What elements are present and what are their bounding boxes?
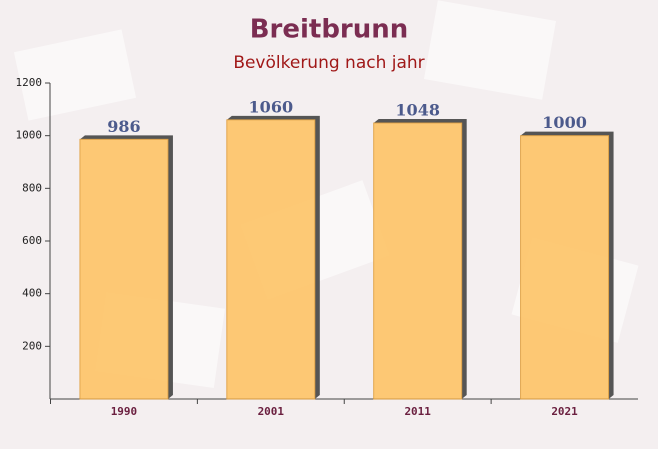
chart-title: Breitbrunn — [250, 15, 409, 45]
x-tick-label: 1990 — [111, 405, 138, 418]
bar — [79, 138, 169, 400]
x-tick-label: 2001 — [258, 405, 285, 418]
value-label: 1000 — [542, 113, 587, 132]
x-tick-label: 2021 — [551, 405, 578, 418]
value-label: 1048 — [395, 101, 440, 120]
bar — [520, 135, 610, 400]
chart-subtitle: Bevölkerung nach jahr — [233, 53, 424, 73]
value-label: 1060 — [249, 97, 294, 116]
bar — [226, 119, 316, 400]
y-tick-label: 1000 — [16, 129, 43, 142]
bar — [373, 122, 463, 400]
y-tick-label: 800 — [22, 181, 42, 194]
y-tick-label: 1200 — [16, 76, 43, 89]
y-tick-label: 400 — [22, 287, 42, 300]
y-tick-label: 200 — [22, 339, 42, 352]
value-label: 986 — [107, 117, 140, 136]
y-tick-label: 600 — [22, 234, 42, 247]
x-tick-label: 2011 — [404, 405, 431, 418]
